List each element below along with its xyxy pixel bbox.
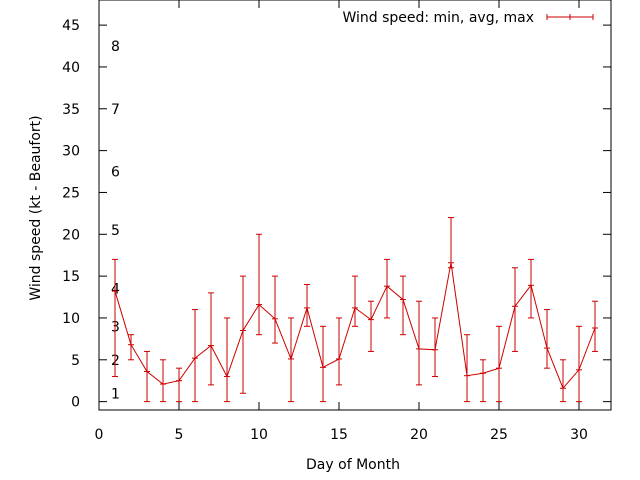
legend: Wind speed: min, avg, max: [342, 10, 594, 26]
y-tick-label: 35: [62, 102, 80, 118]
y-tick-label: 15: [62, 269, 80, 285]
y-axis-label: Wind speed (kt - Beaufort): [28, 115, 44, 300]
plot-border: [98, 0, 612, 411]
x-tick-label: 0: [95, 427, 104, 443]
series-layer: [112, 217, 598, 403]
y-tick-label: 45: [62, 18, 80, 34]
y-tick-label: 5: [71, 353, 80, 369]
y-tick-label: 40: [62, 60, 80, 76]
beaufort-label: 1: [111, 386, 120, 402]
x-tick-label: 5: [175, 427, 184, 443]
beaufort-label: 6: [111, 165, 120, 181]
x-tick-label: 30: [570, 427, 588, 443]
legend-label: Wind speed: min, avg, max: [342, 10, 534, 26]
x-tick-label: 20: [410, 427, 428, 443]
beaufort-label: 5: [111, 223, 120, 239]
y-tick-label: 25: [62, 185, 80, 201]
y-tick-label: 30: [62, 144, 80, 160]
beaufort-label: 8: [111, 39, 120, 55]
x-axis-label: Day of Month: [306, 457, 400, 473]
y-tick-label: 10: [62, 311, 80, 327]
x-tick-label: 25: [490, 427, 508, 443]
y-tick-label: 0: [71, 395, 80, 411]
x-tick-label: 10: [250, 427, 268, 443]
y-tick-label: 20: [62, 227, 80, 243]
x-tick-label: 15: [330, 427, 348, 443]
beaufort-label: 7: [111, 102, 120, 118]
